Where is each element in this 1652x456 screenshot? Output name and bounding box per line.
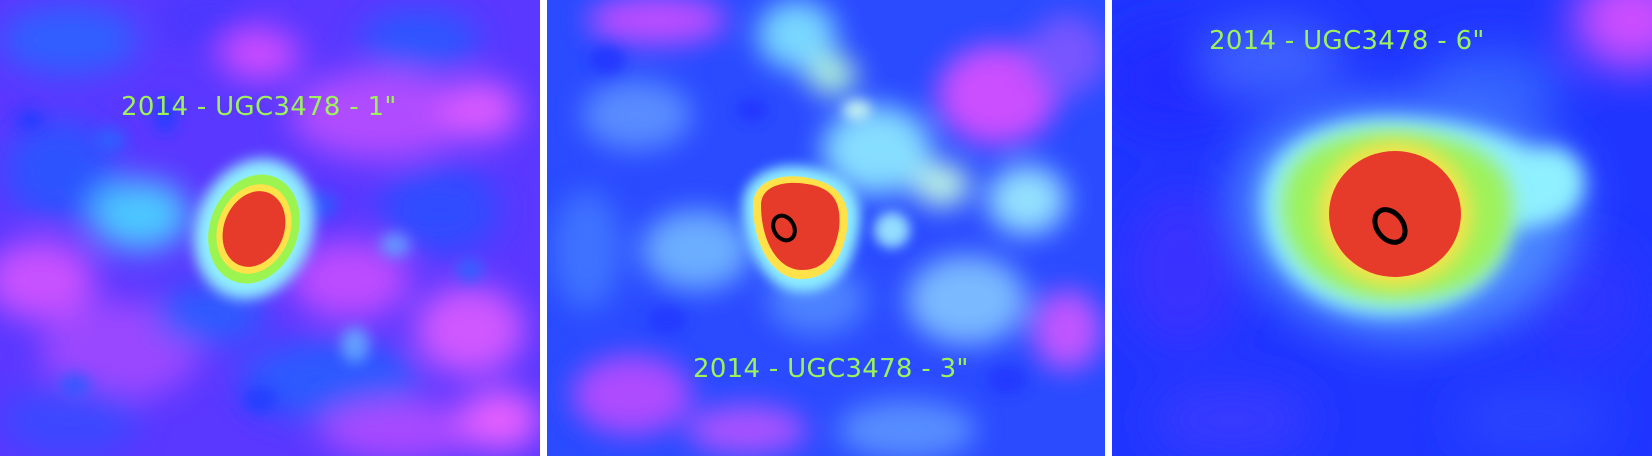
radio-map-panel-3: 2014 - UGC3478 - 6" <box>1112 0 1652 456</box>
noise-field <box>552 0 1105 456</box>
contour-peak <box>771 213 797 243</box>
radio-map-1 <box>0 0 540 456</box>
contour-red <box>222 191 286 267</box>
noise-speckle <box>16 97 484 414</box>
radio-map-3 <box>1112 0 1652 456</box>
panel-title-1: 2014 - UGC3478 - 1" <box>121 92 397 122</box>
noise-field <box>0 0 540 456</box>
panel-title-3: 2014 - UGC3478 - 6" <box>1209 26 1485 56</box>
contour-peak <box>1372 207 1408 245</box>
panel-title-2: 2014 - UGC3478 - 3" <box>693 354 969 384</box>
radio-map-panel-1: 2014 - UGC3478 - 1" <box>0 0 540 456</box>
source-contours <box>743 165 861 292</box>
source-contours <box>193 158 315 300</box>
radio-map-2 <box>547 0 1105 456</box>
radio-map-panel-2: 2014 - UGC3478 - 3" <box>547 0 1105 456</box>
contour-red <box>761 182 840 270</box>
source-contours <box>1232 98 1584 342</box>
